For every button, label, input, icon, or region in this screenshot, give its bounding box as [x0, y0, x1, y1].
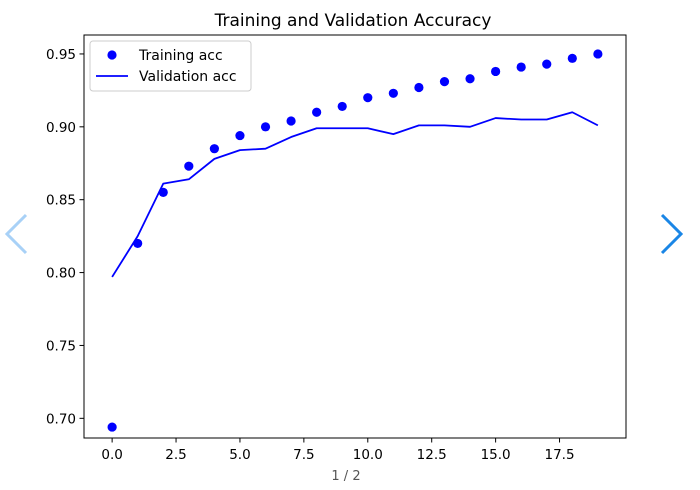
legend-label-validation-acc: Validation acc [139, 69, 237, 85]
data-point-training-acc [491, 66, 501, 77]
data-point-training-acc [184, 161, 194, 171]
series-line-validation-acc [111, 111, 599, 278]
page-indicator: 1 / 2 [331, 469, 361, 484]
data-point-training-acc [388, 88, 398, 98]
data-point-training-acc [439, 77, 450, 87]
y-axis: 0.70 0.75 0.80 0.85 0.90 0.95 [46, 47, 84, 427]
data-point-training-acc [363, 93, 373, 103]
previous-button[interactable] [2, 210, 32, 258]
data-point-training-acc [516, 62, 526, 72]
legend: Training acc Validation acc [89, 40, 252, 92]
legend-box [89, 40, 252, 92]
x-tick-label: 0.0 [101, 447, 122, 463]
chevron-left-icon [4, 213, 28, 255]
plot-area: 0.0 2.5 5.0 7.5 10.0 12.5 15.0 17.5 0.70 0.75 0.8… [46, 34, 627, 463]
y-tick-label: 0.80 [46, 266, 76, 282]
data-point-training-acc [260, 122, 271, 132]
y-tick-label: 0.90 [46, 120, 76, 136]
x-tick-label: 12.5 [417, 447, 447, 463]
chart-title: Training and Validation Accuracy [214, 11, 492, 31]
y-tick-label: 0.95 [46, 47, 76, 63]
x-tick-label: 2.5 [165, 447, 186, 463]
data-point-training-acc [235, 130, 245, 141]
data-point-training-acc [337, 101, 347, 112]
data-point-training-acc [414, 82, 424, 93]
x-tick-label: 17.5 [544, 447, 574, 463]
x-tick-label: 10.0 [353, 447, 383, 463]
y-tick-label: 0.70 [46, 411, 76, 427]
data-point-training-acc [286, 116, 296, 126]
data-point-training-acc [593, 49, 603, 59]
data-point-training-acc [567, 53, 577, 63]
x-axis: 0.0 2.5 5.0 7.5 10.0 12.5 15.0 17.5 [101, 438, 575, 463]
x-tick-label: 7.5 [293, 447, 314, 463]
chevron-right-icon [660, 213, 684, 255]
x-tick-label: 15.0 [481, 447, 511, 463]
data-point-training-acc [312, 107, 322, 117]
series-layer [107, 49, 603, 432]
y-tick-label: 0.75 [46, 338, 76, 354]
plot-frame [83, 34, 627, 439]
data-point-training-acc [209, 144, 219, 154]
x-tick-label: 5.0 [229, 447, 250, 463]
data-point-training-acc [542, 59, 552, 69]
legend-label-training-acc: Training acc [138, 48, 223, 64]
next-button[interactable] [656, 210, 686, 258]
data-point-training-acc [107, 422, 117, 432]
y-tick-label: 0.85 [46, 193, 76, 209]
legend-marker-training-acc [107, 50, 117, 60]
data-point-training-acc [465, 74, 475, 84]
